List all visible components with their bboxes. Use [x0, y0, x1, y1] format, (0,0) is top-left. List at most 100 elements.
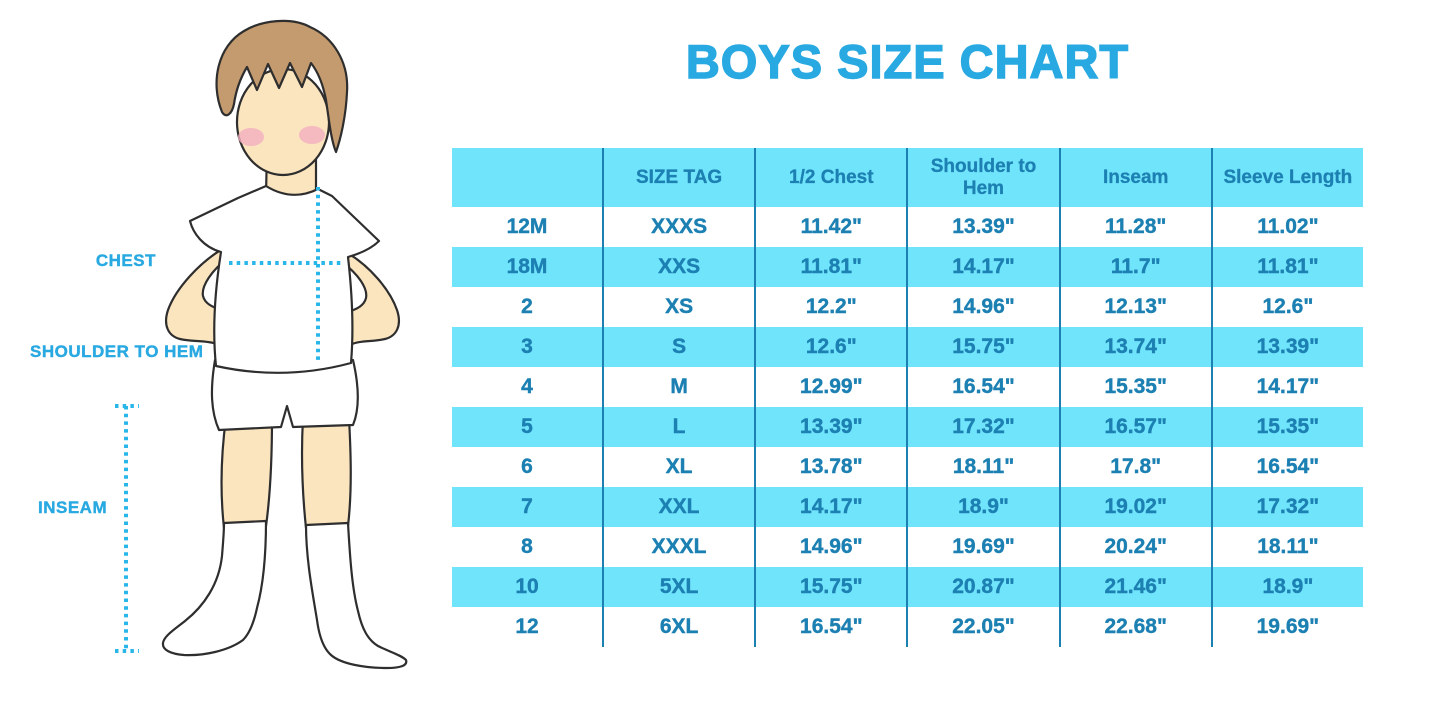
measurement-cell: 17.8" [1058, 447, 1211, 487]
measurement-cell: 11.02" [1210, 207, 1363, 247]
measurement-cell: 19.02" [1058, 487, 1211, 527]
measurement-cell: 19.69" [1210, 607, 1363, 647]
size-cell: 18M [506, 255, 548, 278]
table-row: 5 L 13.39" 17.32" 16.57" 15.35" [452, 407, 1363, 447]
measurement-cell: 16.54" [754, 607, 906, 647]
right-leg [300, 416, 352, 530]
measurement-cell: 13.78" [754, 447, 906, 487]
measurement-cell: 19.69" [906, 527, 1058, 567]
measurement-cell: 12.99" [754, 367, 906, 407]
measurement-cell: 12.2" [754, 287, 906, 327]
measurement-cell: 17.32" [906, 407, 1058, 447]
size-table-body: 12M XXXS 11.42" 13.39" 11.28" 11.02" 18M XXS 11.… [452, 207, 1363, 647]
measurement-cell: 11.7" [1058, 247, 1211, 287]
column-header-shoulder-to-hem: Shoulder to Hem [906, 148, 1058, 207]
table-row: 4 M 12.99" 16.54" 15.35" 14.17" [452, 367, 1363, 407]
measurement-cell: 13.39" [754, 407, 906, 447]
column-header-size-tag: SIZE TAG [602, 148, 754, 207]
measurement-cell: 11.81" [1210, 247, 1363, 287]
shoulder-to-hem-label: SHOULDER TO HEM [30, 342, 204, 361]
size-cell: 4 [521, 375, 533, 398]
table-row: 12M XXXS 11.42" 13.39" 11.28" 11.02" [452, 207, 1363, 247]
measurement-cell: L [602, 407, 754, 447]
column-header-inseam: Inseam [1058, 148, 1211, 207]
size-cell: 8 [521, 535, 533, 558]
measurement-cell: 13.39" [906, 207, 1058, 247]
table-row: 2 XS 12.2" 14.96" 12.13" 12.6" [452, 287, 1363, 327]
measurement-cell: 22.05" [906, 607, 1058, 647]
left-leg [220, 416, 274, 530]
inseam-label: INSEAM [38, 498, 108, 517]
measurement-cell: 14.17" [754, 487, 906, 527]
measurement-cell: 16.57" [1058, 407, 1211, 447]
size-cell: 6 [521, 455, 533, 478]
measurement-cell: XL [602, 447, 754, 487]
table-row: 18M XXS 11.81" 14.17" 11.7" 11.81" [452, 247, 1363, 287]
table-row: 10 5XL 15.75" 20.87" 21.46" 18.9" [452, 567, 1363, 607]
size-cell: 10 [515, 575, 539, 598]
left-arm [164, 246, 230, 347]
page-title: BOYS SIZE CHART [685, 34, 1130, 88]
measurement-cell: S [602, 327, 754, 367]
table-row: 6 XL 13.78" 18.11" 17.8" 16.54" [452, 447, 1363, 487]
column-header-blank [452, 148, 602, 207]
measurement-cell: 18.9" [1210, 567, 1363, 607]
measurement-cell: XXS [602, 247, 754, 287]
measurement-cell: 15.75" [754, 567, 906, 607]
measurement-cell: XS [602, 287, 754, 327]
measurement-cell: 14.17" [1210, 367, 1363, 407]
hair [215, 19, 349, 154]
size-cell: 2 [521, 295, 533, 318]
right-sock [304, 521, 408, 670]
measurement-cell: 14.96" [906, 287, 1058, 327]
measurement-cell: 12.6" [754, 327, 906, 367]
table-row: 7 XXL 14.17" 18.9" 19.02" 17.32" [452, 487, 1363, 527]
measurement-cell: 17.32" [1210, 487, 1363, 527]
measurement-cell: 18.11" [906, 447, 1058, 487]
measurement-cell: 11.81" [754, 247, 906, 287]
size-cell: 12M [506, 215, 548, 238]
measurement-cell: 14.17" [906, 247, 1058, 287]
measurement-cell: 13.39" [1210, 327, 1363, 367]
measurement-cell: 16.54" [906, 367, 1058, 407]
measurement-cell: 15.75" [906, 327, 1058, 367]
measurement-cell: 18.11" [1210, 527, 1363, 567]
size-cell: 12 [515, 615, 539, 638]
measurement-cell: 18.9" [906, 487, 1058, 527]
table-row: 3 S 12.6" 15.75" 13.74" 13.39" [452, 327, 1363, 367]
size-cell: 5 [521, 415, 533, 438]
measurement-cell: 22.68" [1058, 607, 1211, 647]
measurement-cell: 14.96" [754, 527, 906, 567]
measurement-cell: M [602, 367, 754, 407]
column-header-half-chest: 1/2 Chest [754, 148, 906, 207]
measurement-cell: XXXS [602, 207, 754, 247]
chest-label: CHEST [95, 251, 156, 270]
measurement-cell: 16.54" [1210, 447, 1363, 487]
size-table: SIZE TAG 1/2 Chest Shoulder to Hem Insea… [452, 148, 1363, 647]
measurement-cell: 11.28" [1058, 207, 1211, 247]
measurement-cell: 13.74" [1058, 327, 1211, 367]
size-cell: 7 [521, 495, 533, 518]
measurement-cell: XXXL [602, 527, 754, 567]
measurement-cell: XXL [602, 487, 754, 527]
measurement-cell: 5XL [602, 567, 754, 607]
measurement-cell: 20.24" [1058, 527, 1211, 567]
left-sock [161, 519, 268, 657]
t-shirt [188, 184, 381, 374]
table-row: 8 XXXL 14.96" 19.69" 20.24" 18.11" [452, 527, 1363, 567]
measurement-cell: 20.87" [906, 567, 1058, 607]
size-cell: 3 [521, 335, 533, 358]
face [235, 67, 331, 177]
table-header-row: SIZE TAG 1/2 Chest Shoulder to Hem Insea… [452, 148, 1363, 207]
right-cheek [299, 126, 325, 144]
measurement-cell: 12.6" [1210, 287, 1363, 327]
right-arm [340, 250, 401, 347]
measurement-cell: 12.13" [1058, 287, 1211, 327]
table-row: 12 6XL 16.54" 22.05" 22.68" 19.69" [452, 607, 1363, 647]
measurement-cell: 21.46" [1058, 567, 1211, 607]
measurement-cell: 15.35" [1210, 407, 1363, 447]
measurement-cell: 6XL [602, 607, 754, 647]
measurement-cell: 15.35" [1058, 367, 1211, 407]
left-cheek [238, 128, 264, 146]
